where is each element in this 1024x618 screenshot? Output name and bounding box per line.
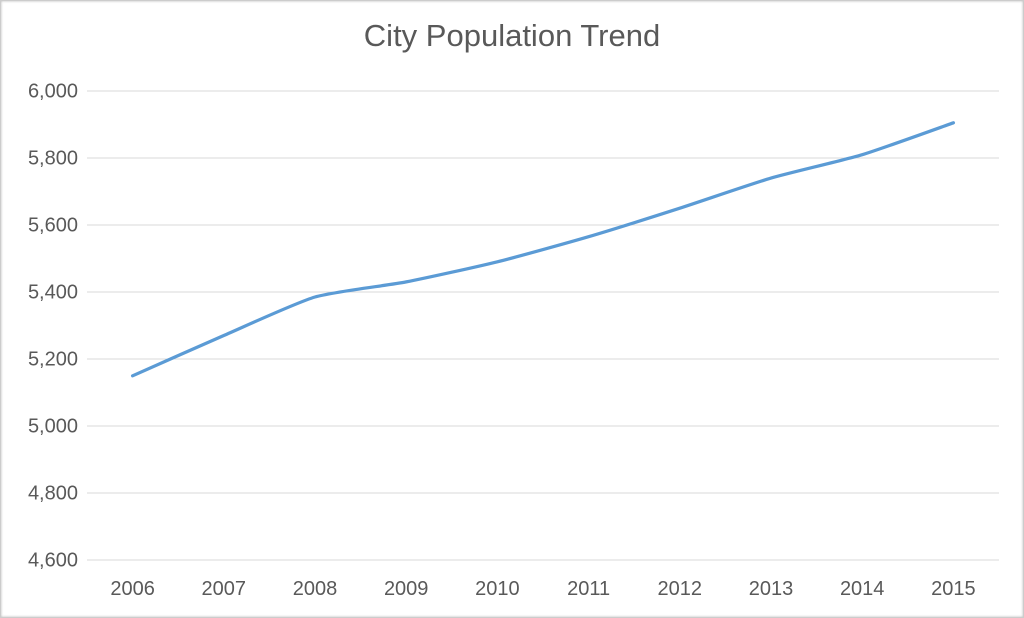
svg-text:2011: 2011 bbox=[567, 578, 610, 600]
svg-text:5,800: 5,800 bbox=[28, 148, 78, 170]
svg-text:2008: 2008 bbox=[293, 578, 338, 600]
svg-text:5,400: 5,400 bbox=[28, 282, 78, 304]
svg-text:6,000: 6,000 bbox=[28, 81, 78, 103]
svg-text:2010: 2010 bbox=[475, 578, 520, 600]
svg-text:2007: 2007 bbox=[202, 578, 247, 600]
svg-text:2015: 2015 bbox=[931, 578, 976, 600]
svg-text:5,600: 5,600 bbox=[28, 215, 78, 237]
svg-text:2012: 2012 bbox=[658, 578, 703, 600]
svg-text:2013: 2013 bbox=[749, 578, 794, 600]
svg-text:5,000: 5,000 bbox=[28, 416, 78, 438]
svg-text:2009: 2009 bbox=[384, 578, 429, 600]
svg-text:4,600: 4,600 bbox=[28, 550, 78, 572]
svg-text:4,800: 4,800 bbox=[28, 483, 78, 505]
svg-text:2006: 2006 bbox=[110, 578, 155, 600]
svg-text:5,200: 5,200 bbox=[28, 349, 78, 371]
svg-text:2014: 2014 bbox=[840, 578, 885, 600]
